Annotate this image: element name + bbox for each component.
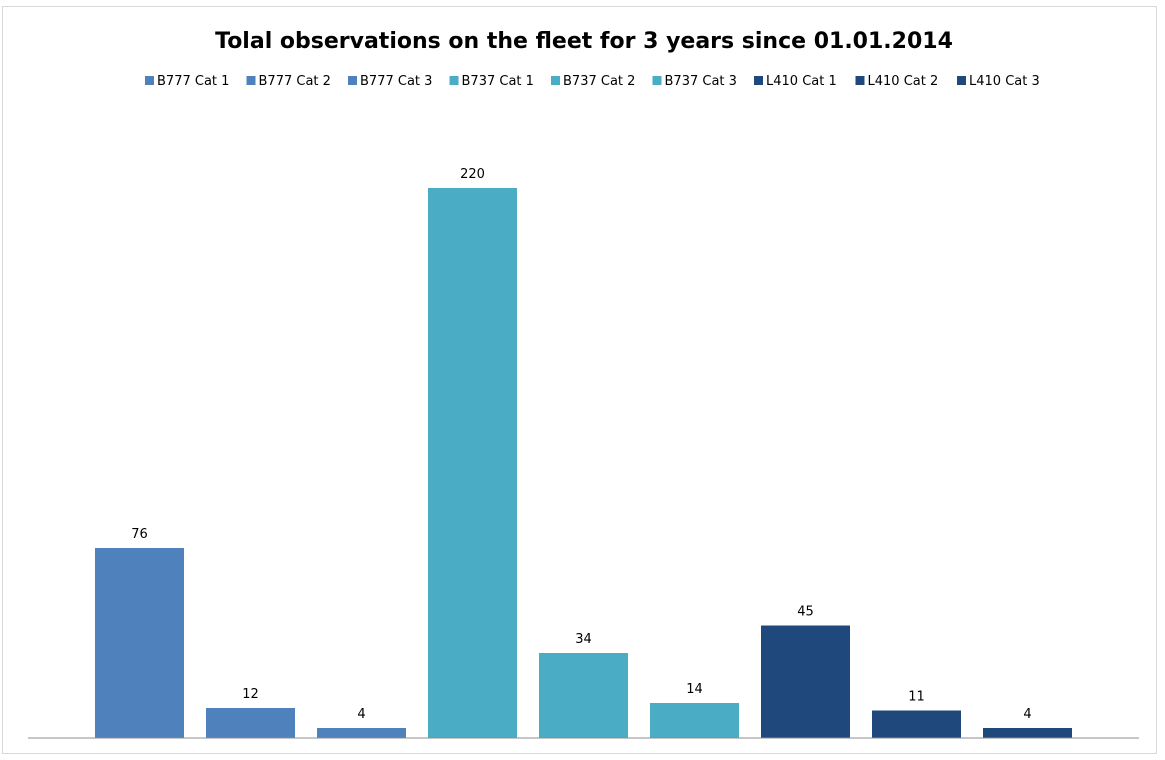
data-labels: 76 12 4 220 34 14 45 11 4 [131,167,1031,722]
legend-label: L410 Cat 1 [766,74,837,89]
legend-label: B737 Cat 2 [563,74,635,89]
legend-swatch [145,76,154,85]
data-label: 12 [242,687,259,702]
bar-l410-cat-2 [872,710,961,738]
data-label: 4 [357,707,365,722]
bars [95,188,1072,738]
data-label: 14 [686,682,703,697]
bar-b737-cat-3 [650,703,739,738]
legend-swatch [652,76,662,85]
bar-b777-cat-1 [95,548,184,738]
legend-item: B777 Cat 1 [145,74,229,89]
legend-swatch [754,76,763,85]
data-label: 45 [797,605,814,620]
legend-swatch [348,76,357,85]
chart-title: Tolal observations on the fleet for 3 ye… [215,29,953,54]
data-label: 220 [460,167,485,182]
bar-b777-cat-3 [317,728,406,738]
legend-item: L410 Cat 3 [957,74,1040,89]
data-label: 11 [908,690,925,705]
legend-item: B737 Cat 3 [652,74,737,89]
legend-swatch [551,76,560,85]
legend-item: B737 Cat 2 [551,74,635,89]
legend-label: B777 Cat 2 [259,74,331,89]
bar-b777-cat-2 [206,708,295,738]
legend: B777 Cat 1 B777 Cat 2 B777 Cat 3 B737 Cat 1… [145,74,1040,89]
legend-label: B777 Cat 3 [360,74,432,89]
bar-l410-cat-3 [983,728,1072,738]
data-label: 76 [131,527,148,542]
bar-l410-cat-1 [761,625,850,738]
legend-label: B737 Cat 3 [665,74,737,89]
bar-b737-cat-2 [539,653,628,738]
bar-b737-cat-1 [428,188,517,738]
data-label: 34 [575,632,592,647]
legend-swatch [855,76,865,85]
legend-label: L410 Cat 3 [969,74,1040,89]
legend-label: L410 Cat 2 [868,74,939,89]
legend-swatch [449,76,459,85]
legend-item: B737 Cat 1 [449,74,534,89]
legend-swatch [957,76,966,85]
legend-item: B777 Cat 2 [246,74,331,89]
legend-item: B777 Cat 3 [348,74,432,89]
data-label: 4 [1023,707,1031,722]
chart-frame [2,6,1157,754]
legend-item: L410 Cat 1 [754,74,837,89]
legend-label: B777 Cat 1 [157,74,229,89]
legend-item: L410 Cat 2 [855,74,939,89]
legend-label: B737 Cat 1 [462,74,534,89]
legend-swatch [246,76,256,85]
